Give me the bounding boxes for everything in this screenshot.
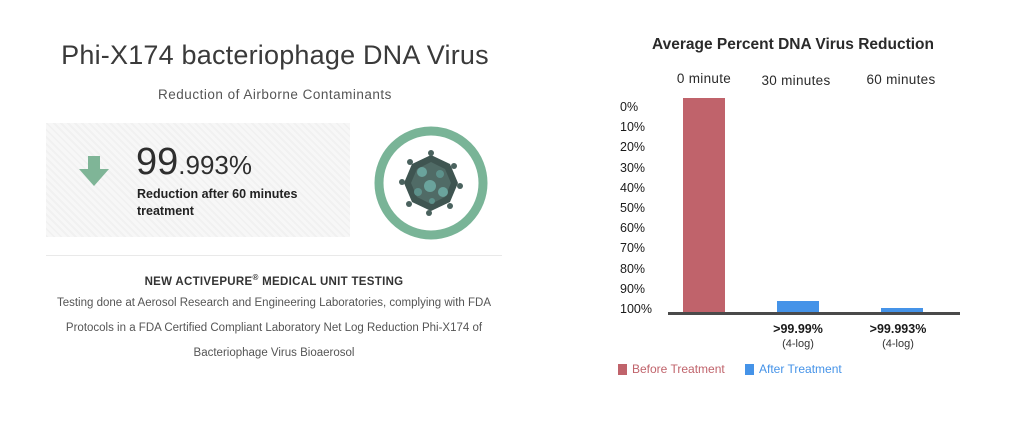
percent-decimal: .993%: [178, 150, 253, 180]
bar-after-treatment: [777, 301, 819, 312]
y-tick-label: 70%: [620, 241, 646, 256]
testing-description: Testing done at Aerosol Research and Eng…: [56, 297, 492, 359]
y-tick-label: 50%: [620, 201, 646, 215]
legend-item-after: After Treatment: [745, 362, 842, 376]
y-tick-label: 60%: [620, 221, 646, 236]
virus-ring-graphic: [374, 126, 488, 240]
category-label: 0 minute: [676, 71, 732, 86]
virus-icon: [399, 150, 463, 216]
y-tick-label: 20%: [620, 140, 646, 155]
legend-label: After Treatment: [759, 362, 842, 376]
reduction-caption: Reduction after 60 minutes treatment: [137, 187, 298, 218]
category-label: 60 minutes: [866, 72, 936, 87]
y-tick-label: 0%: [620, 100, 639, 114]
log-label: (4-log): [782, 338, 814, 350]
divider: [46, 255, 502, 256]
legend-swatch: [618, 363, 627, 375]
log-label: (4-log): [882, 338, 914, 350]
page-subtitle: Reduction of Airborne Contaminants: [158, 87, 392, 102]
testing-heading: NEW ACTIVEPURE® MEDICAL UNIT TESTING: [144, 273, 404, 288]
reduction-label: >99.99%: [773, 322, 823, 336]
y-tick-label: 100%: [620, 302, 652, 316]
y-tick-label: 30%: [620, 160, 646, 175]
y-tick-label: 80%: [620, 261, 646, 276]
y-tick-label: 10%: [620, 120, 646, 135]
down-arrow-icon: [79, 156, 109, 186]
page-title: Phi-X174 bacteriophage DNA Virus: [61, 40, 489, 70]
y-tick-label: 40%: [620, 180, 646, 195]
progress-ring: [374, 126, 488, 240]
bar-after-treatment: [881, 307, 923, 312]
bar-before-treatment: [683, 98, 725, 312]
legend-swatch: [745, 363, 754, 375]
reduction-percent: 99.993%: [136, 140, 252, 187]
x-axis-line: [668, 312, 960, 315]
percent-integer: 99: [136, 141, 179, 183]
chart-title: Average Percent DNA Virus Reduction: [652, 36, 934, 53]
category-label: 30 minutes: [761, 73, 831, 88]
reduction-label: >99.993%: [869, 322, 927, 336]
legend-label: Before Treatment: [632, 362, 725, 376]
stat-card: [46, 123, 350, 237]
y-tick-label: 90%: [620, 281, 646, 296]
legend-item-before: Before Treatment: [618, 362, 725, 376]
left-panel: Phi-X174 bacteriophage DNA Virus Reducti…: [46, 40, 502, 359]
